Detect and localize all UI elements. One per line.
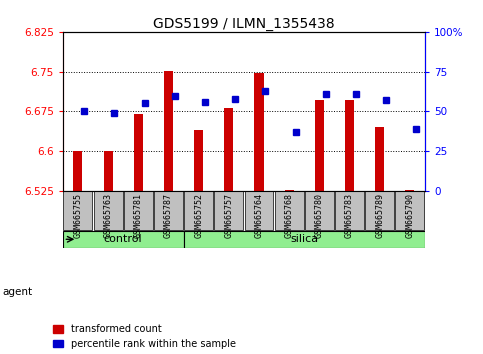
Bar [103, 151, 113, 191]
Title: GDS5199 / ILMN_1355438: GDS5199 / ILMN_1355438 [153, 17, 335, 31]
Bar [184, 191, 213, 230]
Bar [375, 127, 384, 191]
Bar [73, 151, 83, 191]
Text: GSM665790: GSM665790 [405, 193, 414, 238]
Bar [345, 100, 354, 191]
Text: GSM665787: GSM665787 [164, 193, 173, 238]
Text: GSM665764: GSM665764 [255, 193, 264, 238]
Bar [214, 191, 243, 230]
Text: control: control [104, 234, 142, 244]
Text: silica: silica [290, 234, 318, 244]
Text: GSM665752: GSM665752 [194, 193, 203, 238]
Bar [305, 191, 334, 230]
Bar [134, 114, 143, 191]
Bar [63, 191, 92, 230]
Bar [244, 191, 273, 230]
Bar [396, 191, 425, 230]
Bar [63, 231, 184, 248]
Bar [275, 191, 304, 230]
Bar [315, 100, 324, 191]
Bar [164, 71, 173, 191]
Text: GSM665755: GSM665755 [73, 193, 83, 238]
Bar [365, 191, 394, 230]
Text: GSM665768: GSM665768 [284, 193, 294, 238]
Bar [94, 191, 123, 230]
Bar [154, 191, 183, 230]
Bar [284, 190, 294, 191]
Bar [255, 73, 264, 191]
Legend: transformed count, percentile rank within the sample: transformed count, percentile rank withi… [53, 324, 236, 349]
Text: GSM665780: GSM665780 [315, 193, 324, 238]
Text: GSM665783: GSM665783 [345, 193, 354, 238]
Bar [224, 108, 233, 191]
Bar [184, 231, 425, 248]
Text: agent: agent [2, 287, 32, 297]
Bar [124, 191, 153, 230]
Bar [335, 191, 364, 230]
Bar [194, 130, 203, 191]
Text: GSM665757: GSM665757 [224, 193, 233, 238]
Bar [405, 190, 414, 191]
Text: GSM665763: GSM665763 [103, 193, 113, 238]
Text: GSM665789: GSM665789 [375, 193, 384, 238]
Text: GSM665781: GSM665781 [134, 193, 143, 238]
